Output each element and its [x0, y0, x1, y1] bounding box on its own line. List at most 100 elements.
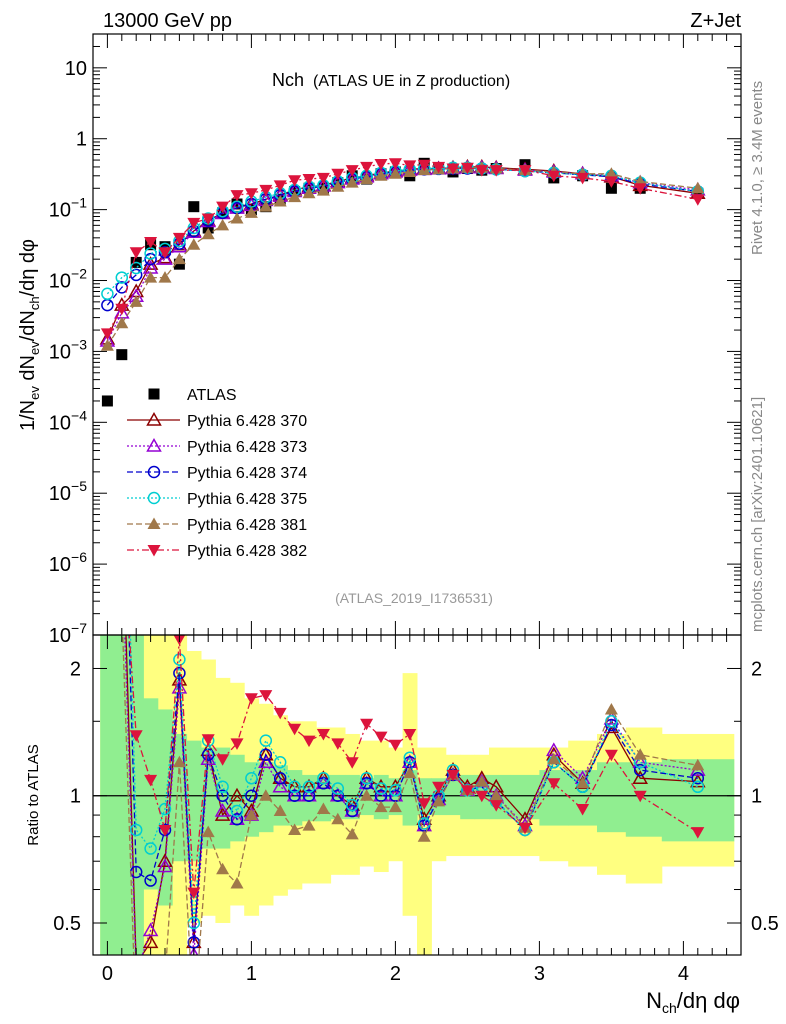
process-label: Z+Jet	[690, 10, 741, 32]
point-pythia-6-428-382	[547, 170, 561, 183]
point-pythia-6-428-382	[158, 247, 172, 259]
ratio-point-pythia-6-428-375	[129, 823, 143, 837]
point-pythia-6-428-381	[604, 167, 618, 179]
band-inner-bin	[157, 709, 173, 906]
ratio-point-pythia-6-428-382	[331, 738, 345, 750]
point-atlas	[173, 258, 185, 270]
point-pythia-6-428-381	[187, 238, 201, 250]
rivet-label: Rivet 4.1.0, ≥ 3.4M events	[749, 81, 766, 255]
ratio-point-pythia-6-428-374	[633, 763, 647, 777]
ratio-point-pythia-6-428-381	[576, 776, 590, 789]
point-pythia-6-428-382	[201, 213, 215, 225]
y-tick-label: 10	[65, 58, 87, 80]
ratio-point-pythia-6-428-381	[403, 766, 417, 779]
point-pythia-6-428-382	[129, 247, 143, 259]
mcplots-label: mcplots.cern.ch [arXiv:2401.10621]	[749, 397, 766, 632]
ratio-point-pythia-6-428-373	[115, 539, 128, 551]
ratio-point-pythia-6-428-381	[201, 825, 215, 838]
legend-marker	[148, 388, 160, 400]
ratio-frame	[92, 634, 742, 956]
ratio-point-pythia-6-428-375	[216, 780, 229, 794]
point-pythia-6-428-375	[115, 271, 129, 284]
ratio-point-pythia-6-428-375	[360, 771, 373, 785]
point-pythia-6-428-382	[302, 174, 316, 186]
ratio-point-pythia-6-428-375	[302, 780, 316, 794]
point-pythia-6-428-382	[388, 158, 402, 170]
point-pythia-6-428-374	[101, 298, 114, 312]
ratio-point-pythia-6-428-382	[129, 730, 143, 742]
point-pythia-6-428-381	[115, 316, 129, 329]
ratio-line-pythia-6-428-375	[129, 635, 699, 924]
ratio-point-pythia-6-428-381	[187, 1016, 200, 1024]
ratio-point-pythia-6-428-382	[388, 739, 402, 752]
ratio-point-pythia-6-428-375	[116, 334, 127, 345]
ratio-point-pythia-6-428-381	[244, 808, 258, 821]
main-ylabel: 1/Nev dNev/dNch/dη dφ	[17, 239, 42, 431]
ratio-y-tick-label-right: 1	[751, 786, 762, 808]
ratio-series	[101, 334, 706, 1024]
band-inner-bin	[143, 698, 159, 890]
point-pythia-6-428-382	[345, 165, 359, 177]
ratio-point-pythia-6-428-382	[360, 718, 374, 731]
x-axis-label: Nch/dη dφ	[646, 988, 740, 1016]
ratio-y-tick-label-right: 0.5	[751, 913, 779, 935]
point-pythia-6-428-382	[374, 159, 388, 171]
point-pythia-6-428-381	[244, 206, 258, 218]
point-pythia-6-428-382	[475, 165, 489, 177]
ratio-point-pythia-6-428-382	[633, 790, 647, 803]
x-tick-label: 0	[102, 963, 113, 985]
ratio-point-pythia-6-428-381	[259, 789, 273, 801]
ratio-point-pythia-6-428-370	[214, 807, 231, 821]
analysis-id: (ATLAS_2019_I1736531)	[335, 590, 493, 606]
ratio-point-pythia-6-428-375	[331, 782, 345, 795]
legend-marker	[146, 411, 162, 426]
ratio-point-pythia-6-428-381	[115, 600, 128, 612]
point-pythia-6-428-381	[288, 190, 302, 203]
plot-title: Nch (ATLAS UE in Z production)	[272, 70, 510, 90]
ratio-point-pythia-6-428-381	[432, 794, 446, 807]
ratio-point-pythia-6-428-382	[144, 774, 158, 787]
ratio-point-pythia-6-428-374	[691, 771, 705, 785]
ratio-point-pythia-6-428-370	[690, 773, 706, 788]
point-pythia-6-428-382	[432, 161, 446, 174]
ratio-point-pythia-6-428-382	[518, 822, 532, 835]
ratio-point-pythia-6-428-382	[489, 800, 503, 812]
ratio-point-pythia-6-428-370	[373, 778, 389, 793]
ratio-point-pythia-6-428-381	[331, 812, 345, 825]
legend-label: Pythia 6.428 382	[187, 543, 307, 560]
ratio-point-pythia-6-428-373	[157, 858, 173, 873]
point-pythia-6-428-381	[374, 169, 388, 181]
point-pythia-6-428-382	[691, 194, 705, 206]
ratio-point-pythia-6-428-381	[144, 987, 157, 999]
ratio-point-pythia-6-428-382	[403, 728, 417, 741]
ratio-point-pythia-6-428-374	[302, 789, 316, 802]
ratio-point-pythia-6-428-374	[605, 718, 618, 732]
point-atlas	[605, 182, 617, 194]
point-pythia-6-428-381	[316, 184, 330, 196]
legend-label: ATLAS	[187, 387, 237, 404]
ratio-point-pythia-6-428-382	[345, 757, 359, 769]
point-atlas	[116, 349, 128, 361]
ratio-point-pythia-6-428-375	[691, 780, 705, 794]
point-pythia-6-428-381	[691, 181, 705, 194]
band-inner-bin	[100, 635, 116, 955]
point-pythia-6-428-381	[273, 195, 287, 207]
ratio-point-pythia-6-428-381	[604, 702, 618, 715]
point-atlas	[231, 198, 243, 210]
series-line-pythia-6-428-375	[106, 167, 698, 295]
ratio-point-pythia-6-428-381	[216, 862, 230, 875]
ratio-point-pythia-6-428-381	[417, 830, 431, 842]
band-inner-bin	[445, 778, 461, 816]
y-tick-label: 10−7	[49, 620, 87, 647]
ratio-point-pythia-6-428-382	[115, 519, 128, 531]
ratio-y-tick-label: 1	[70, 786, 81, 808]
point-pythia-6-428-382	[144, 236, 158, 249]
ratio-point-pythia-6-428-370	[101, 419, 114, 431]
y-tick-label: 1	[76, 129, 87, 151]
point-pythia-6-428-381	[172, 252, 186, 265]
point-pythia-6-428-382	[115, 303, 129, 316]
ratio-point-pythia-6-428-374	[201, 748, 215, 762]
y-tick-label: 10−6	[49, 549, 87, 576]
